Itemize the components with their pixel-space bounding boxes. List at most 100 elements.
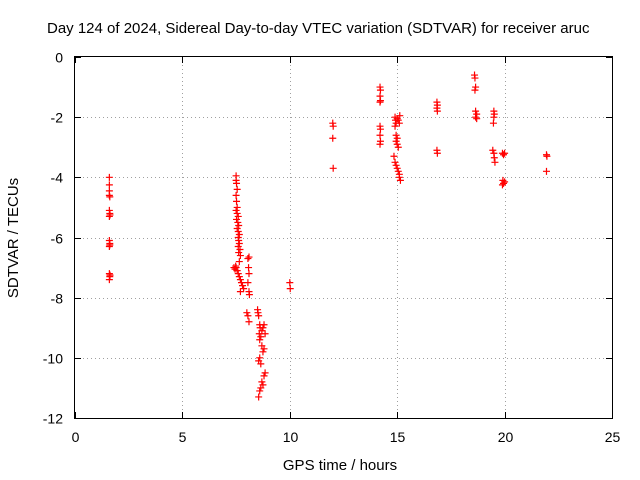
y-tick-label: -8 <box>51 291 64 307</box>
data-point <box>245 291 253 299</box>
y-tick-label: -12 <box>43 411 63 427</box>
data-point <box>259 324 267 332</box>
data-point <box>234 270 242 278</box>
x-tick-label: 25 <box>605 429 621 445</box>
data-point <box>286 279 294 287</box>
data-point <box>257 333 265 341</box>
data-point <box>395 119 403 127</box>
data-point <box>245 253 253 261</box>
data-point <box>396 176 404 184</box>
data-point <box>258 378 266 386</box>
data-point <box>542 167 550 175</box>
data-point <box>261 369 269 377</box>
data-point <box>235 230 243 238</box>
data-point <box>243 309 251 317</box>
data-point <box>237 279 245 287</box>
data-point <box>489 119 497 127</box>
data-point <box>232 262 240 270</box>
data-point <box>232 206 240 214</box>
data-point <box>256 387 264 395</box>
data-point <box>392 137 400 145</box>
data-point <box>105 173 113 181</box>
data-point <box>490 113 498 121</box>
data-point <box>393 140 401 148</box>
data-point <box>260 372 268 380</box>
data-point <box>394 143 402 151</box>
data-point <box>392 131 400 139</box>
data-point <box>258 327 266 335</box>
data-point <box>235 273 243 281</box>
data-point <box>376 125 384 133</box>
data-point <box>106 211 114 219</box>
data-point <box>391 122 399 130</box>
data-point <box>233 203 241 211</box>
data-point <box>390 152 398 160</box>
chart-title: Day 124 of 2024, Sidereal Day-to-day VTE… <box>47 20 590 37</box>
y-tick-label: 0 <box>55 50 63 66</box>
data-point <box>255 357 263 365</box>
data-point <box>489 146 497 154</box>
x-tick-label: 20 <box>498 429 514 445</box>
data-point <box>233 209 241 217</box>
data-point <box>393 134 401 142</box>
data-point <box>234 243 242 251</box>
data-point <box>472 83 480 91</box>
data-point <box>472 107 480 115</box>
data-point <box>500 179 508 187</box>
data-point <box>234 212 242 220</box>
y-tick-label: -10 <box>43 351 63 367</box>
data-point <box>259 381 267 389</box>
data-point <box>235 258 243 266</box>
data-point <box>236 276 244 284</box>
data-point <box>329 122 337 130</box>
data-point <box>490 154 498 162</box>
data-point <box>105 181 113 189</box>
data-point <box>473 115 481 123</box>
data-point <box>245 318 253 326</box>
data-point <box>396 112 404 120</box>
data-point <box>255 312 263 320</box>
data-point <box>491 158 499 166</box>
data-point <box>236 246 244 254</box>
x-tick-label: 0 <box>72 429 80 445</box>
x-tick-label: 10 <box>283 429 299 445</box>
data-point <box>106 241 114 249</box>
data-point <box>233 224 241 232</box>
data-point <box>391 158 399 166</box>
data-point <box>235 221 243 229</box>
data-point <box>543 152 551 160</box>
data-point <box>471 74 479 82</box>
data-point <box>233 215 241 223</box>
data-point <box>392 161 400 169</box>
data-point <box>105 212 113 220</box>
data-point <box>329 134 337 142</box>
data-point <box>395 173 403 181</box>
data-point <box>105 276 113 284</box>
data-point <box>240 285 248 293</box>
data-point <box>393 164 401 172</box>
data-point <box>245 270 253 278</box>
x-tick-label: 15 <box>390 429 406 445</box>
y-tick-label: -2 <box>51 110 64 126</box>
data-point <box>234 227 242 235</box>
data-point <box>286 285 294 293</box>
data-point <box>394 116 402 124</box>
data-point <box>259 348 267 356</box>
data-point <box>376 131 384 139</box>
y-tick-label: -4 <box>51 170 64 186</box>
data-point <box>376 98 384 106</box>
y-axis-label: SDTVAR / TECUs <box>5 178 22 298</box>
x-tick-label: 5 <box>179 429 187 445</box>
data-point <box>376 140 384 148</box>
data-point <box>235 237 243 245</box>
data-point <box>261 330 269 338</box>
data-point <box>233 185 241 193</box>
data-points <box>105 71 551 401</box>
data-point <box>256 354 264 362</box>
data-point <box>106 271 114 279</box>
data-point <box>232 191 240 199</box>
grid-layer <box>75 57 612 418</box>
data-point <box>235 240 243 248</box>
data-point <box>256 336 264 344</box>
